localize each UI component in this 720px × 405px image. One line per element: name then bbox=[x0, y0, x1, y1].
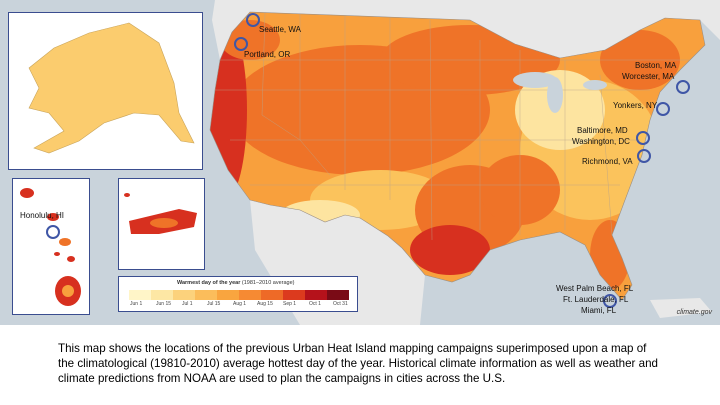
legend-swatch bbox=[217, 290, 240, 300]
state-borders bbox=[215, 11, 690, 241]
legend-swatch bbox=[173, 290, 196, 300]
city-marker-seattle bbox=[246, 13, 260, 27]
legend-tick: Oct 1 bbox=[309, 301, 321, 307]
conus-map bbox=[209, 0, 720, 325]
great-lakes bbox=[513, 72, 557, 88]
legend-tick: Jun 15 bbox=[156, 301, 172, 307]
legend-tick: Aug 1 bbox=[233, 301, 247, 307]
legend: Warmest day of the year (1981–2010 avera… bbox=[118, 276, 358, 312]
alaska-inset bbox=[8, 12, 203, 170]
conus-outline bbox=[209, 11, 706, 301]
legend-swatch bbox=[283, 290, 306, 300]
legend-tick: Jul 15 bbox=[207, 301, 221, 307]
city-label-boston: Boston, MA bbox=[635, 61, 677, 70]
lake-erie bbox=[583, 80, 607, 90]
caption-text: This map shows the locations of the prev… bbox=[58, 342, 658, 385]
city-label-miami: Miami, FL bbox=[581, 306, 617, 315]
city-label-washington: Washington, DC bbox=[572, 137, 630, 146]
city-label-worcester: Worcester, MA bbox=[622, 72, 675, 81]
legend-swatch bbox=[305, 290, 328, 300]
city-label-ft-lauderdale: Ft. Lauderdale, FL bbox=[563, 295, 629, 304]
legend-tick: Jul 1 bbox=[182, 301, 193, 307]
legend-swatch bbox=[239, 290, 262, 300]
city-marker-baltimore-washington bbox=[636, 131, 650, 145]
city-label-baltimore: Baltimore, MD bbox=[577, 126, 628, 135]
city-label-yonkers: Yonkers, NY bbox=[613, 101, 658, 110]
puerto-rico-map bbox=[124, 193, 197, 234]
city-marker-yonkers bbox=[656, 102, 670, 116]
city-marker-portland bbox=[234, 37, 248, 51]
lake-michigan bbox=[547, 77, 563, 113]
legend-swatch bbox=[195, 290, 218, 300]
legend-tick: Oct 31 bbox=[333, 301, 348, 307]
city-marker-boston bbox=[676, 80, 690, 94]
city-label-portland: Portland, OR bbox=[244, 50, 291, 59]
legend-tick: Jun 1 bbox=[130, 301, 143, 307]
map-area: Warmest day of the year (1981–2010 avera… bbox=[0, 0, 720, 325]
city-marker-honolulu bbox=[46, 225, 60, 239]
image-credit: climate.gov bbox=[676, 309, 712, 316]
city-label-richmond: Richmond, VA bbox=[582, 157, 633, 166]
legend-swatch bbox=[151, 290, 174, 300]
city-label-west-palm-beach: West Palm Beach, FL bbox=[556, 284, 634, 293]
legend-swatch bbox=[327, 290, 349, 300]
puerto-rico-inset bbox=[118, 178, 205, 270]
legend-tick: Aug 15 bbox=[257, 301, 273, 307]
hawaii-inset bbox=[12, 178, 90, 315]
city-label-honolulu: Honolulu, HI bbox=[20, 211, 65, 220]
legend-swatch bbox=[261, 290, 284, 300]
caribbean-land bbox=[650, 298, 712, 318]
alaska-map bbox=[28, 22, 195, 154]
city-label-seattle: Seattle, WA bbox=[259, 25, 301, 34]
city-marker-south-florida bbox=[603, 294, 617, 308]
legend-title: Warmest day of the year (1981–2010 avera… bbox=[177, 280, 295, 286]
legend-color-bar bbox=[129, 290, 349, 300]
legend-tick: Sep 1 bbox=[283, 301, 297, 307]
hawaii-map bbox=[20, 188, 81, 306]
legend-swatch bbox=[129, 290, 152, 300]
city-marker-richmond bbox=[637, 149, 651, 163]
